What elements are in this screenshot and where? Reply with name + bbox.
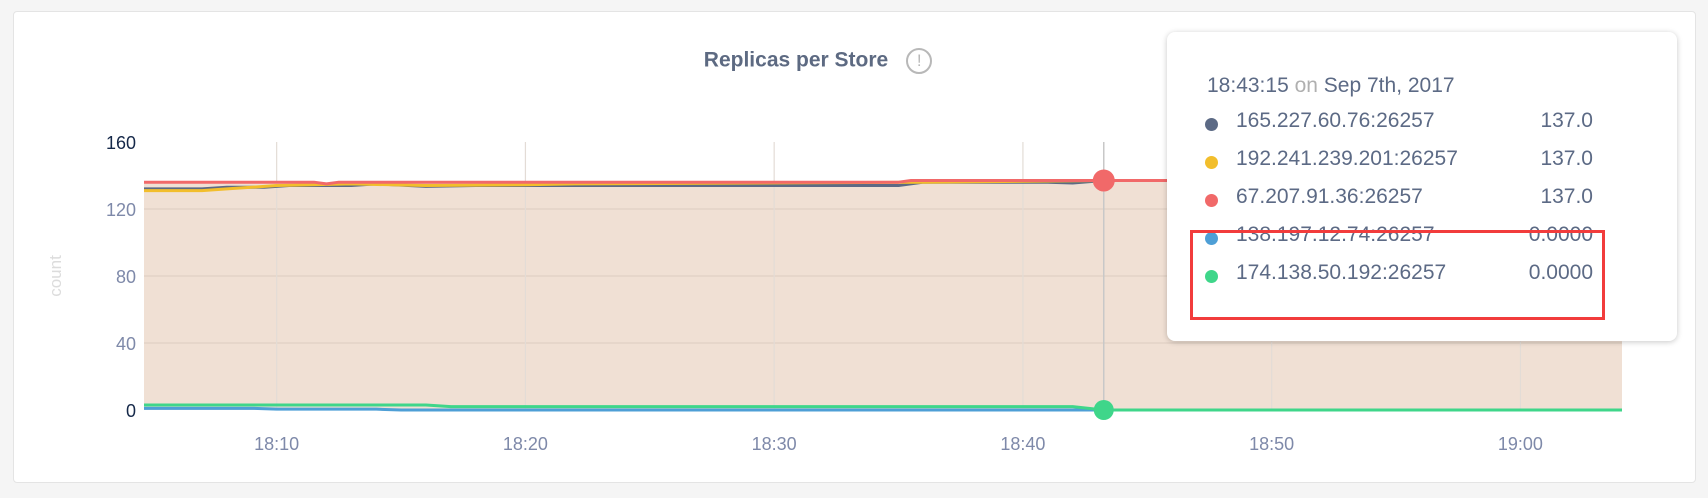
x-tick-label: 18:20 [503, 434, 548, 454]
tooltip-time: 18:43:15 [1207, 74, 1289, 97]
y-axis-label: count [46, 255, 65, 297]
x-tick-label: 18:10 [254, 434, 299, 454]
exclamation-circle-icon[interactable]: ! [906, 48, 933, 74]
tooltip-row-label: 165.227.60.76:26257 [1236, 109, 1435, 132]
tooltip-date: Sep 7th, 2017 [1323, 74, 1455, 97]
tooltip-row: 165.227.60.76:26257 137.0 [1205, 109, 1593, 139]
series-line [144, 403, 1622, 412]
series-dot-icon [1205, 118, 1218, 131]
tooltip-row-value: 0.0000 [1528, 261, 1593, 284]
chart-title-text: Replicas per Store [703, 48, 889, 72]
tooltip-row: 174.138.50.192:26257 0.0000 [1205, 261, 1593, 291]
y-tick-label: 0 [126, 401, 136, 421]
tooltip-row: 192.241.239.201:26257 137.0 [1205, 147, 1593, 177]
x-tick-label: 18:30 [752, 434, 797, 454]
hover-marker [1093, 400, 1114, 420]
series-dot-icon [1205, 156, 1218, 169]
series-dot-icon [1205, 270, 1218, 283]
tooltip-row-label: 67.207.91.36:26257 [1236, 185, 1423, 208]
highlight-box [1190, 230, 1605, 320]
series-line [144, 179, 1622, 186]
x-tick-label: 19:00 [1498, 434, 1543, 454]
x-tick-label: 18:50 [1249, 434, 1294, 454]
tooltip-row: 67.207.91.36:26257 137.0 [1205, 185, 1593, 215]
y-tick-label: 80 [116, 267, 136, 287]
series-line [144, 406, 1622, 412]
x-tick-label: 18:40 [1000, 434, 1045, 454]
tooltip-row-label: 174.138.50.192:26257 [1236, 261, 1447, 284]
chart-tooltip: 18:43:15 on Sep 7th, 2017 165.227.60.76:… [1167, 32, 1677, 341]
tooltip-row-value: 137.0 [1540, 185, 1593, 208]
tooltip-row: 138.197.12.74:26257 0.0000 [1205, 223, 1593, 253]
tooltip-header: 18:43:15 on Sep 7th, 2017 [1207, 74, 1455, 98]
hover-marker [1092, 169, 1115, 192]
tooltip-row-value: 137.0 [1540, 109, 1593, 132]
chart-title: Replicas per Store! [0, 48, 1636, 74]
tooltip-on: on [1294, 74, 1318, 97]
series-dot-icon [1205, 232, 1218, 245]
tooltip-row-value: 0.0000 [1528, 223, 1593, 246]
tooltip-row-label: 192.241.239.201:26257 [1236, 147, 1458, 170]
tooltip-row-label: 138.197.12.74:26257 [1236, 223, 1435, 246]
y-tick-label: 120 [106, 200, 136, 220]
y-tick-label: 160 [106, 133, 136, 153]
series-dot-icon [1205, 194, 1218, 207]
y-tick-label: 40 [116, 334, 136, 354]
tooltip-row-value: 137.0 [1540, 147, 1593, 170]
